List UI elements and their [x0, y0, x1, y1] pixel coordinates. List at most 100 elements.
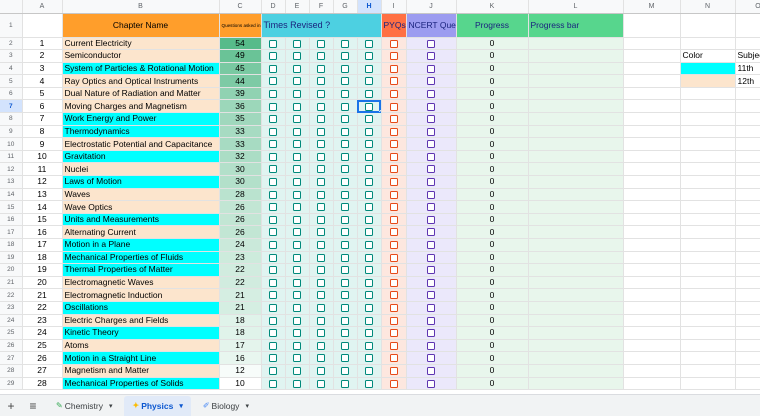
revision-checkbox[interactable]: [269, 304, 277, 313]
column-header-g[interactable]: G: [333, 0, 358, 14]
times-revised-cell-h[interactable]: [357, 162, 382, 177]
cell-empty[interactable]: [735, 200, 760, 214]
times-revised-cell-e[interactable]: [285, 137, 310, 151]
times-revised-cell-g[interactable]: [333, 326, 358, 340]
progress-bar-cell[interactable]: [528, 251, 624, 265]
row-number[interactable]: 7: [0, 99, 23, 114]
tab-physics[interactable]: ✦ Physics ▾: [124, 395, 191, 416]
revision-checkbox[interactable]: [365, 77, 373, 86]
times-revised-cell-e[interactable]: [285, 225, 310, 239]
legend-color-label[interactable]: Color: [680, 49, 736, 63]
cell-empty[interactable]: [680, 125, 736, 139]
chapter-name-cell[interactable]: System of Particles & Rotational Motion: [62, 62, 220, 76]
times-revised-cell-e[interactable]: [285, 276, 310, 290]
ncert-cell[interactable]: [406, 301, 457, 315]
row-number[interactable]: 1: [0, 13, 23, 38]
times-revised-cell-g[interactable]: [333, 314, 358, 328]
cell-empty[interactable]: [680, 351, 736, 365]
chapter-name-cell[interactable]: Nuclei: [62, 162, 220, 177]
times-revised-cell-g[interactable]: [333, 49, 358, 63]
pyq-cell[interactable]: [381, 301, 407, 315]
times-revised-cell-f[interactable]: [309, 112, 334, 126]
column-header-n[interactable]: N: [680, 0, 736, 14]
cell-empty[interactable]: [735, 112, 760, 126]
ncert-checkbox[interactable]: [427, 140, 435, 149]
cell-empty[interactable]: [623, 251, 681, 265]
revision-checkbox[interactable]: [365, 215, 373, 224]
tab-chemistry[interactable]: ✎ Chemistry ▾: [48, 396, 120, 416]
pyq-cell[interactable]: [381, 213, 407, 227]
progress-bar-cell[interactable]: [528, 314, 624, 328]
chapter-name-cell[interactable]: Units and Measurements: [62, 213, 220, 227]
pyq-checkbox[interactable]: [389, 228, 398, 237]
revision-checkbox[interactable]: [341, 329, 349, 338]
pyq-cell[interactable]: [381, 49, 407, 63]
times-revised-cell-h[interactable]: [357, 150, 382, 164]
chapter-name-header[interactable]: Chapter Name: [62, 13, 220, 38]
revision-checkbox[interactable]: [341, 379, 349, 388]
times-revised-cell-f[interactable]: [309, 263, 334, 277]
revision-checkbox[interactable]: [269, 215, 277, 224]
revision-checkbox[interactable]: [317, 228, 325, 237]
revision-checkbox[interactable]: [269, 140, 277, 149]
revision-checkbox[interactable]: [341, 64, 349, 73]
revision-checkbox[interactable]: [293, 39, 301, 48]
revision-checkbox[interactable]: [293, 102, 301, 111]
times-revised-cell-e[interactable]: [285, 314, 310, 328]
times-revised-cell-e[interactable]: [285, 125, 310, 139]
times-revised-cell-g[interactable]: [333, 112, 358, 126]
times-revised-cell-e[interactable]: [285, 364, 310, 378]
times-revised-cell-d[interactable]: [261, 62, 286, 76]
revision-checkbox[interactable]: [365, 228, 373, 237]
pyq-checkbox[interactable]: [389, 266, 398, 275]
row-number[interactable]: 27: [0, 351, 23, 365]
chapter-name-cell[interactable]: Dual Nature of Radiation and Matter: [62, 87, 220, 101]
revision-checkbox[interactable]: [293, 115, 301, 124]
chapter-name-cell[interactable]: Magnetism and Matter: [62, 364, 220, 378]
ncert-cell[interactable]: [406, 213, 457, 227]
chapter-number-cell[interactable]: 7: [22, 112, 63, 126]
chevron-down-icon[interactable]: ▾: [179, 402, 183, 410]
times-revised-cell-e[interactable]: [285, 326, 310, 340]
times-revised-cell-d[interactable]: [261, 276, 286, 290]
chapter-number-cell[interactable]: 6: [22, 99, 63, 114]
cell-empty[interactable]: [735, 175, 760, 189]
chapter-number-cell[interactable]: 26: [22, 351, 63, 365]
progress-bar-cell[interactable]: [528, 326, 624, 340]
cell-empty[interactable]: [735, 37, 760, 51]
progress-bar-cell[interactable]: [528, 200, 624, 214]
times-revised-cell-d[interactable]: [261, 364, 286, 378]
revision-checkbox[interactable]: [317, 253, 325, 262]
times-revised-cell-e[interactable]: [285, 175, 310, 189]
pyq-cell[interactable]: [381, 288, 407, 302]
ncert-checkbox[interactable]: [427, 329, 435, 338]
cell-empty[interactable]: [735, 162, 760, 177]
cell-empty[interactable]: [735, 125, 760, 139]
times-revised-cell-g[interactable]: [333, 87, 358, 101]
pyq-cell[interactable]: [381, 276, 407, 290]
times-revised-cell-h[interactable]: [357, 301, 382, 315]
progress-bar-cell[interactable]: [528, 87, 624, 101]
row-number[interactable]: 10: [0, 137, 23, 151]
revision-checkbox[interactable]: [341, 316, 349, 325]
cell-empty[interactable]: [680, 339, 736, 353]
cell-empty[interactable]: [735, 87, 760, 101]
ncert-checkbox[interactable]: [427, 241, 435, 250]
ncert-checkbox[interactable]: [427, 366, 435, 375]
cell-empty[interactable]: [623, 263, 681, 277]
revision-checkbox[interactable]: [341, 77, 349, 86]
revision-checkbox[interactable]: [365, 379, 373, 388]
chapter-number-cell[interactable]: 2: [22, 49, 63, 63]
progress-bar-cell[interactable]: [528, 225, 624, 239]
ncert-cell[interactable]: [406, 288, 457, 302]
revision-checkbox[interactable]: [365, 102, 373, 111]
column-header-l[interactable]: L: [528, 0, 624, 14]
row-number[interactable]: 24: [0, 314, 23, 328]
cell-empty[interactable]: [680, 112, 736, 126]
revision-checkbox[interactable]: [293, 178, 301, 187]
cell-empty[interactable]: [623, 49, 681, 63]
pyq-checkbox[interactable]: [389, 316, 398, 325]
ncert-checkbox[interactable]: [427, 354, 435, 363]
chapter-name-cell[interactable]: Mechanical Properties of Fluids: [62, 251, 220, 265]
ncert-cell[interactable]: [406, 364, 457, 378]
